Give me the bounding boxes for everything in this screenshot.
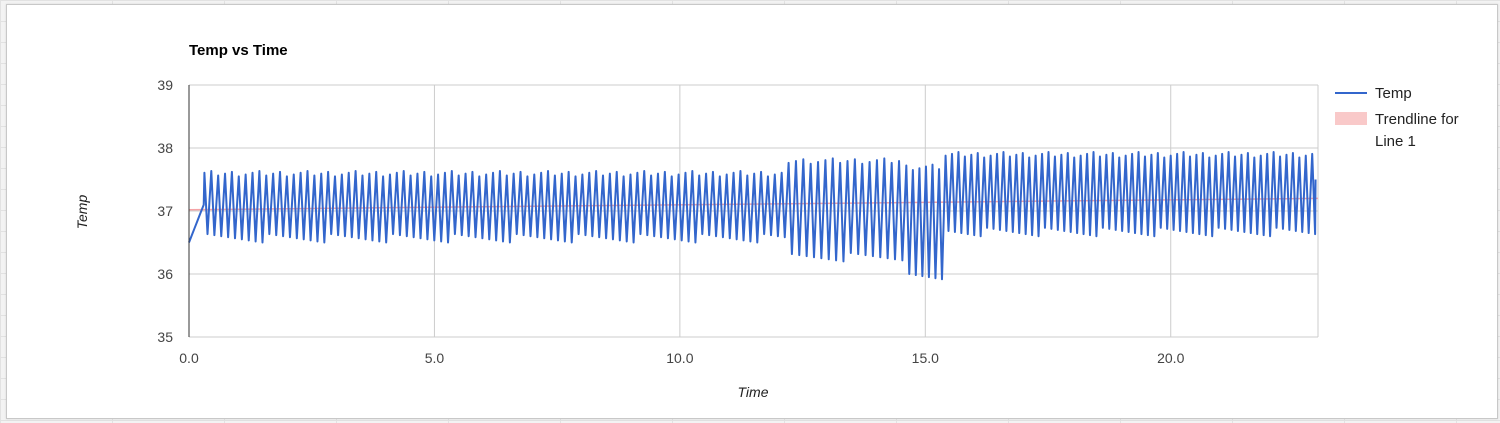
legend: Temp Trendline for Line 1 <box>1335 85 1459 150</box>
y-tick-label: 36 <box>157 266 173 282</box>
x-tick-label: 20.0 <box>1157 350 1184 366</box>
chart-card[interactable]: Temp vs Time 35 36 37 38 39 0.0 5.0 10.0 15.0 20.… <box>6 4 1498 419</box>
axis-layer: 35 36 37 38 39 0.0 5.0 10.0 15.0 20.0 <box>157 77 1184 366</box>
x-tick-label: 5.0 <box>425 350 445 366</box>
legend-item[interactable]: Trendline for Line 1 <box>1335 111 1459 150</box>
chart-svg: Temp vs Time 35 36 37 38 39 0.0 5.0 10.0 15.0 20.… <box>74 42 1459 400</box>
series-layer <box>188 151 1317 281</box>
y-tick-label: 38 <box>157 140 173 156</box>
legend-label: Line 1 <box>1375 133 1416 150</box>
y-axis-title: Temp <box>74 195 90 230</box>
y-tick-label: 37 <box>157 203 173 219</box>
x-axis-title: Time <box>738 384 769 400</box>
x-tick-label: 10.0 <box>666 350 693 366</box>
legend-label: Temp <box>1375 85 1412 102</box>
legend-label: Trendline for <box>1375 111 1459 128</box>
legend-swatch-box <box>1335 112 1367 125</box>
y-tick-label: 39 <box>157 77 173 93</box>
y-tick-label: 35 <box>157 329 173 345</box>
legend-item[interactable]: Temp <box>1335 85 1412 102</box>
x-tick-label: 15.0 <box>912 350 939 366</box>
chart-title: Temp vs Time <box>189 42 288 59</box>
series-line-temp[interactable] <box>188 151 1317 281</box>
x-tick-label: 0.0 <box>179 350 199 366</box>
